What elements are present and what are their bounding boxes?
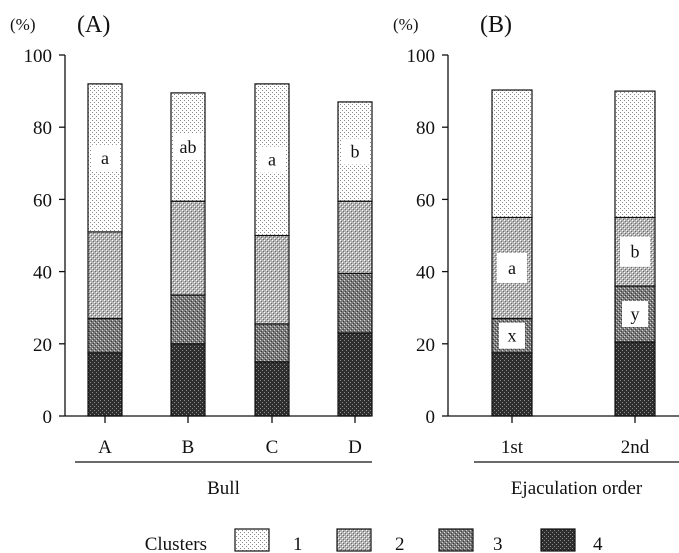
x-tick-label: D <box>348 437 362 458</box>
significance-label: a <box>101 148 109 168</box>
x-tick-label: 2nd <box>621 437 650 458</box>
bar-segment-2 <box>87 231 123 320</box>
bar-segment-4 <box>254 361 290 417</box>
bar-segment-2 <box>254 234 290 325</box>
significance-label-box <box>499 322 525 349</box>
legend-swatch-1 <box>234 528 270 552</box>
panel-ejaculation-order: 0 20 40 60 80 100 (%) (B) 1st a x 2nd b y Ejaculation … <box>393 12 679 499</box>
bar-segment-4 <box>614 341 656 417</box>
legend-label-2: 2 <box>395 534 405 553</box>
bar-segment-3 <box>254 323 290 363</box>
y-unit-label: (%) <box>10 15 35 34</box>
panel-bull: 0 20 40 60 80 100 (%) (A) Aa Bab Ca Db Bull <box>10 12 373 499</box>
legend-label-3: 3 <box>493 534 503 553</box>
significance-label-box <box>91 144 119 171</box>
legend-label-1: 1 <box>293 534 303 553</box>
significance-label: b <box>351 142 360 162</box>
significance-label-box <box>497 252 527 283</box>
bar-segment-4 <box>337 332 373 417</box>
x-tick-label: 1st <box>501 437 524 458</box>
significance-label: a <box>268 150 276 170</box>
legend-title: Clusters <box>145 534 207 553</box>
significance-label-box <box>258 146 286 173</box>
bar-segment-1 <box>491 89 533 219</box>
y-tick-label: 100 <box>407 46 436 67</box>
bar-segment-3 <box>614 285 656 343</box>
y-tick-label: 20 <box>33 335 52 356</box>
bar-segment-4 <box>87 352 123 417</box>
y-tick-label: 20 <box>416 335 435 356</box>
significance-label-box <box>622 301 648 328</box>
y-tick-label: 40 <box>416 263 435 284</box>
legend-swatch-2 <box>336 528 372 552</box>
significance-label-box <box>341 138 369 165</box>
legend-label-4: 4 <box>593 534 603 553</box>
bar-segment-3 <box>337 272 373 334</box>
x-tick-label: A <box>98 437 112 458</box>
x-axis-title: Bull <box>207 478 240 499</box>
legend-swatch-3 <box>438 528 474 552</box>
x-tick-label: C <box>266 437 279 458</box>
bar-segment-3 <box>87 317 123 354</box>
y-tick-label: 0 <box>426 407 436 428</box>
y-tick-label: 0 <box>43 407 53 428</box>
bar-segment-2 <box>170 200 206 296</box>
y-tick-label: 80 <box>33 118 52 139</box>
y-unit-label: (%) <box>393 15 418 34</box>
bar-segment-2 <box>337 200 373 275</box>
bar-segment-4 <box>491 352 533 417</box>
bar-segment-1 <box>614 90 656 219</box>
bar-segment-3 <box>170 294 206 345</box>
y-tick-label: 60 <box>416 190 435 211</box>
x-axis-title: Ejaculation order <box>511 478 643 499</box>
legend-swatch-4 <box>540 528 576 552</box>
y-tick-label: 40 <box>33 263 52 284</box>
significance-label-box <box>173 134 203 161</box>
significance-label: b <box>631 242 640 262</box>
y-tick-label: 60 <box>33 190 52 211</box>
y-tick-label: 80 <box>416 118 435 139</box>
significance-label: y <box>631 304 640 324</box>
y-tick-label: 100 <box>24 46 53 67</box>
significance-label: ab <box>180 137 197 157</box>
significance-label-box <box>620 236 650 267</box>
panel-label: (B) <box>480 12 512 38</box>
legend: Clusters 1 2 3 4 <box>145 528 603 553</box>
significance-label: x <box>508 326 517 346</box>
bar-segment-4 <box>170 343 206 417</box>
panel-label: (A) <box>77 12 110 38</box>
significance-label: a <box>508 258 516 278</box>
x-tick-label: B <box>182 437 195 458</box>
